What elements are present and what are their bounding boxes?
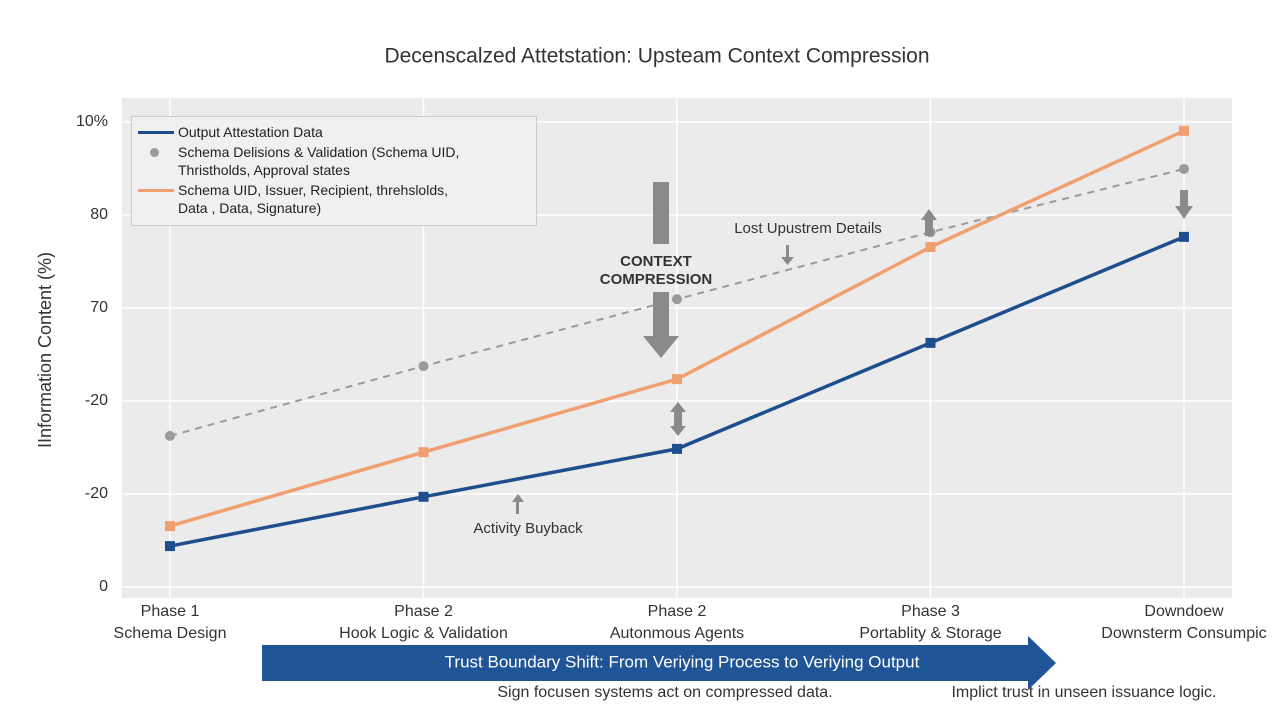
arrow-shaft [653, 182, 669, 244]
point [418, 361, 429, 372]
arrow-shaft [786, 245, 789, 257]
banner-text: Trust Boundary Shift: From Veriying Proc… [445, 652, 920, 671]
point [418, 491, 429, 502]
x-tick-label: Phase 2 [394, 603, 453, 620]
arrow-shaft [516, 502, 519, 514]
y-tick-label: 10% [76, 113, 108, 130]
x-tick-label: Autonmous Agents [610, 625, 744, 642]
arrow-shaft [1180, 190, 1188, 206]
x-tick-label: Downsterm Consumpic [1101, 625, 1266, 642]
x-tick-label: Phase 2 [648, 603, 707, 620]
legend-entry: Schema Delisions & Validation (Schema UI… [132, 143, 536, 179]
legend-label: Schema UID, Issuer, Recipient, threhslol… [178, 182, 449, 216]
point [165, 430, 175, 441]
point [1179, 163, 1189, 174]
x-tick-label: Phase 3 [901, 603, 960, 620]
arrow-head [781, 257, 794, 265]
y-tick-label: 70 [90, 299, 108, 316]
point [672, 374, 682, 385]
y-tick-label: -20 [85, 485, 108, 502]
point [925, 242, 936, 253]
legend-key [132, 123, 178, 141]
legend-label: Schema Delisions & Validation (Schema UI… [178, 144, 460, 178]
arrow-head [670, 426, 686, 436]
legend-entry: Output Attestation Data [132, 123, 536, 141]
legend-key [132, 181, 178, 199]
footnote: Implict trust in unseen issuance logic. [951, 684, 1216, 701]
y-tick-label: -20 [85, 392, 108, 409]
arrow-shaft [674, 412, 682, 426]
arrow-head [512, 494, 524, 502]
legend-swatch [138, 131, 174, 134]
legend-entry: Schema UID, Issuer, Recipient, threhslol… [132, 181, 536, 217]
arrow-head [670, 402, 686, 412]
point [165, 521, 175, 532]
arrow-head [1175, 206, 1193, 219]
arrow-shaft [653, 292, 669, 336]
annotation: COMPRESSION [600, 271, 713, 288]
banner-arrow [262, 636, 1056, 690]
y-tick-label: 0 [99, 578, 108, 595]
arrow-head [643, 336, 679, 358]
point [672, 443, 682, 454]
point [418, 447, 429, 458]
annotation: Activity Buyback [473, 520, 583, 537]
point [925, 337, 936, 348]
legend-swatch [138, 189, 174, 192]
arrows [512, 182, 1193, 514]
legend-swatch [150, 148, 159, 157]
legend-label: Output Attestation Data [178, 124, 323, 140]
x-tick-label: Portablity & Storage [859, 625, 1001, 642]
point [672, 294, 682, 305]
chart-title: Decenscalzed Attetstation: Upsteam Conte… [384, 45, 929, 68]
y-tick-label: 80 [90, 206, 108, 223]
x-tick-label: Phase 1 [141, 603, 200, 620]
arrow-head [921, 209, 937, 220]
legend: Output Attestation Data Schema Delisions … [131, 116, 537, 226]
x-tick-label: Schema Design [114, 625, 227, 642]
legend-key [132, 143, 178, 161]
x-tick-label: Hook Logic & Validation [339, 625, 508, 642]
point [1179, 231, 1189, 242]
y-axis-label: IInformation Content (%) [35, 252, 55, 448]
series [165, 125, 1189, 552]
point [1179, 125, 1189, 136]
point [165, 541, 175, 552]
arrow-shaft [925, 220, 933, 236]
annotation: Lost Upustrem Details [734, 220, 882, 237]
footnote: Sign focusen systems act on compressed d… [497, 684, 832, 701]
x-tick-label: Downdoew [1144, 603, 1224, 620]
annotation: CONTEXT [620, 253, 692, 270]
